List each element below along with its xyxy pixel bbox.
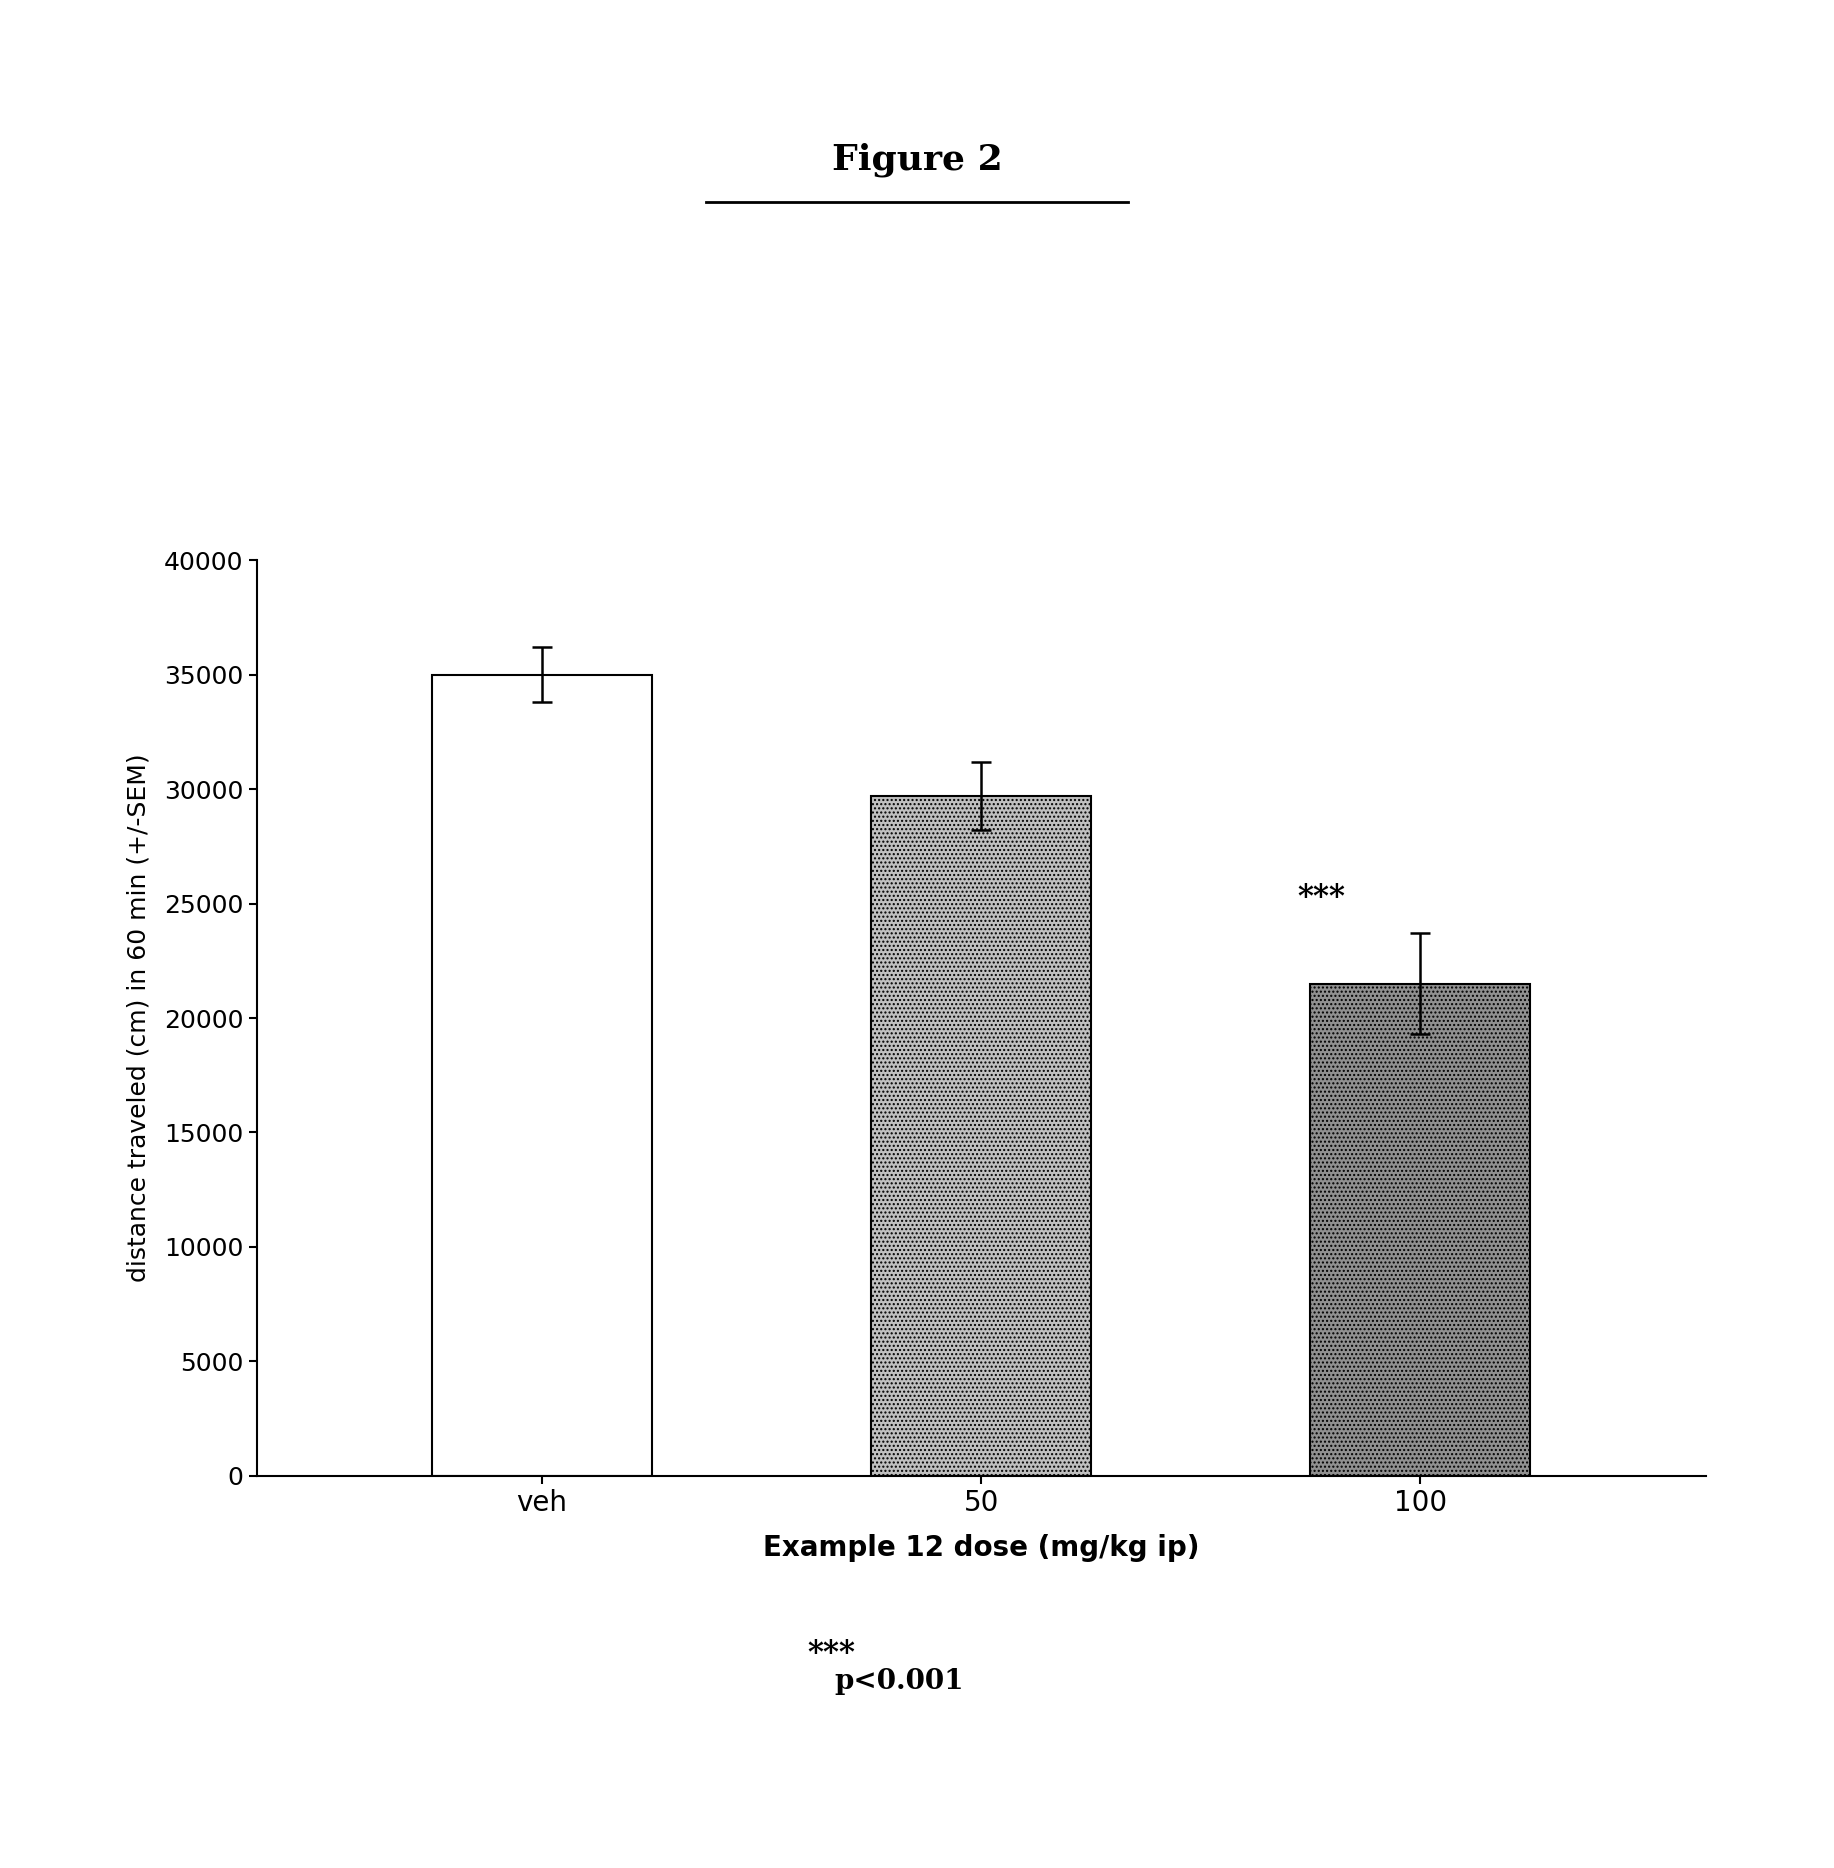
Text: p<0.001: p<0.001 — [834, 1668, 965, 1694]
Text: ***: *** — [1297, 882, 1346, 913]
Y-axis label: distance traveled (cm) in 60 min (+/-SEM): distance traveled (cm) in 60 min (+/-SEM… — [127, 755, 150, 1281]
X-axis label: Example 12 dose (mg/kg ip): Example 12 dose (mg/kg ip) — [763, 1534, 1199, 1562]
Bar — [1311, 984, 1530, 1476]
Bar — [433, 674, 651, 1476]
Bar — [871, 796, 1091, 1476]
Text: ***: *** — [807, 1638, 855, 1668]
Text: Figure 2: Figure 2 — [831, 144, 1003, 177]
